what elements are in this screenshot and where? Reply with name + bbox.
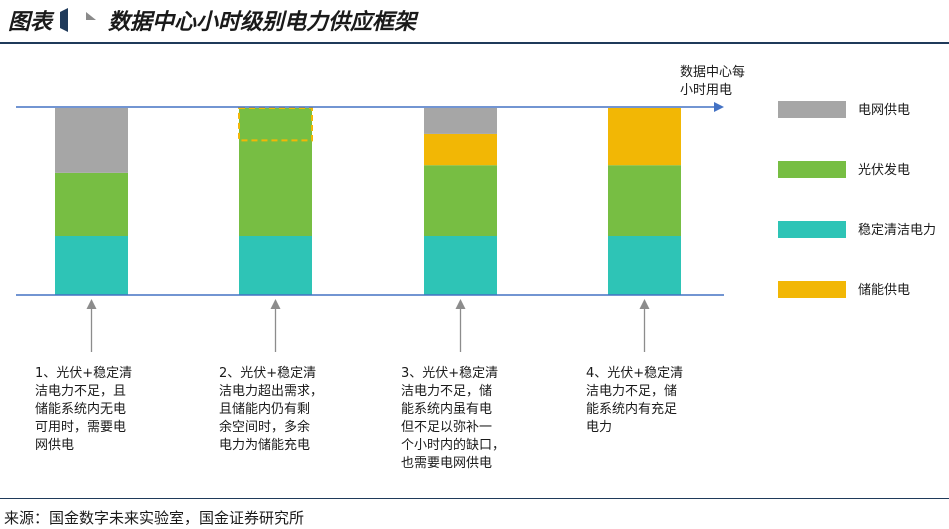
caption-2-line: 且储能内仍有剩 <box>219 401 310 417</box>
bar-1-grid-segment <box>55 107 128 173</box>
caption-4-line: 洁电力不足，储 <box>586 384 677 399</box>
caption-3-line: 但不足以弥补一 <box>401 419 492 435</box>
bar-3-stable-segment <box>424 236 497 295</box>
header-triangle-icon <box>60 8 68 32</box>
bar-2-solar-segment <box>239 107 312 236</box>
bar-4-storage-segment <box>608 107 681 166</box>
caption-3-line: 3、光伏+稳定清 <box>401 365 498 381</box>
pointer-arrow-icon <box>86 299 97 309</box>
caption-3-line: 能系统内虽有电 <box>401 401 492 417</box>
caption-1-line: 洁电力不足，且 <box>35 384 126 399</box>
pointer-arrow-icon <box>639 299 650 309</box>
legend-swatch-grid <box>778 101 846 118</box>
bar-2-stable-segment <box>239 236 312 295</box>
caption-1-line: 储能系统内无电 <box>35 401 126 417</box>
figure-title: 数据中心小时级别电力供应框架 <box>108 9 417 35</box>
demand-label-line2: 小时用电 <box>680 83 732 98</box>
caption-3-line: 洁电力不足，储 <box>401 384 492 399</box>
bar-1-stable-segment <box>55 236 128 295</box>
bar-3-solar-segment <box>424 165 497 236</box>
figure-label: 图表 <box>8 9 53 35</box>
legend-swatch-solar <box>778 161 846 178</box>
demand-label-line1: 数据中心每 <box>680 64 745 80</box>
legend-label-stable: 稳定清洁电力 <box>858 222 936 238</box>
demand-arrow-icon <box>714 102 724 112</box>
caption-4-line: 4、光伏+稳定清 <box>586 365 683 381</box>
legend-label-solar: 光伏发电 <box>858 162 910 178</box>
legend-label-storage: 储能供电 <box>858 283 910 298</box>
legend-label-grid: 电网供电 <box>858 103 910 118</box>
pointer-arrow-icon <box>455 299 466 309</box>
header-triangle-icon <box>86 12 96 20</box>
bars-group <box>55 106 681 295</box>
caption-1-line: 1、光伏+稳定清 <box>35 365 132 381</box>
caption-2-line: 余空间时，多余 <box>219 419 310 435</box>
bar-1-solar-segment <box>55 172 128 236</box>
caption-2-line: 电力为储能充电 <box>219 437 310 453</box>
bar-2-overflow-dashed <box>238 106 313 142</box>
arrows-group <box>86 299 650 352</box>
caption-4-line: 能系统内有充足 <box>586 401 677 417</box>
pointer-arrow-icon <box>270 299 281 309</box>
caption-4-line: 电力 <box>586 420 612 435</box>
legend-swatch-stable <box>778 221 846 238</box>
caption-3-line: 也需要电网供电 <box>401 456 492 471</box>
caption-1-line: 网供电 <box>35 438 74 453</box>
footer-rule <box>0 498 949 499</box>
header-rule <box>0 42 949 44</box>
bar-3-grid-segment <box>424 107 497 134</box>
caption-1-line: 可用时，需要电 <box>35 420 126 435</box>
header-bar: 图表 数据中心小时级别电力供应框架 <box>0 0 949 42</box>
caption-2-line: 洁电力超出需求， <box>219 384 323 399</box>
bar-4-solar-segment <box>608 165 681 236</box>
source-note: 来源：国金数字未来实验室，国金证券研究所 <box>4 509 305 527</box>
caption-2-line: 2、光伏+稳定清 <box>219 365 316 381</box>
caption-3-line: 个小时内的缺口， <box>401 437 505 453</box>
legend-swatch-storage <box>778 281 846 298</box>
bar-3-storage-segment <box>424 133 497 166</box>
bar-4-stable-segment <box>608 236 681 295</box>
